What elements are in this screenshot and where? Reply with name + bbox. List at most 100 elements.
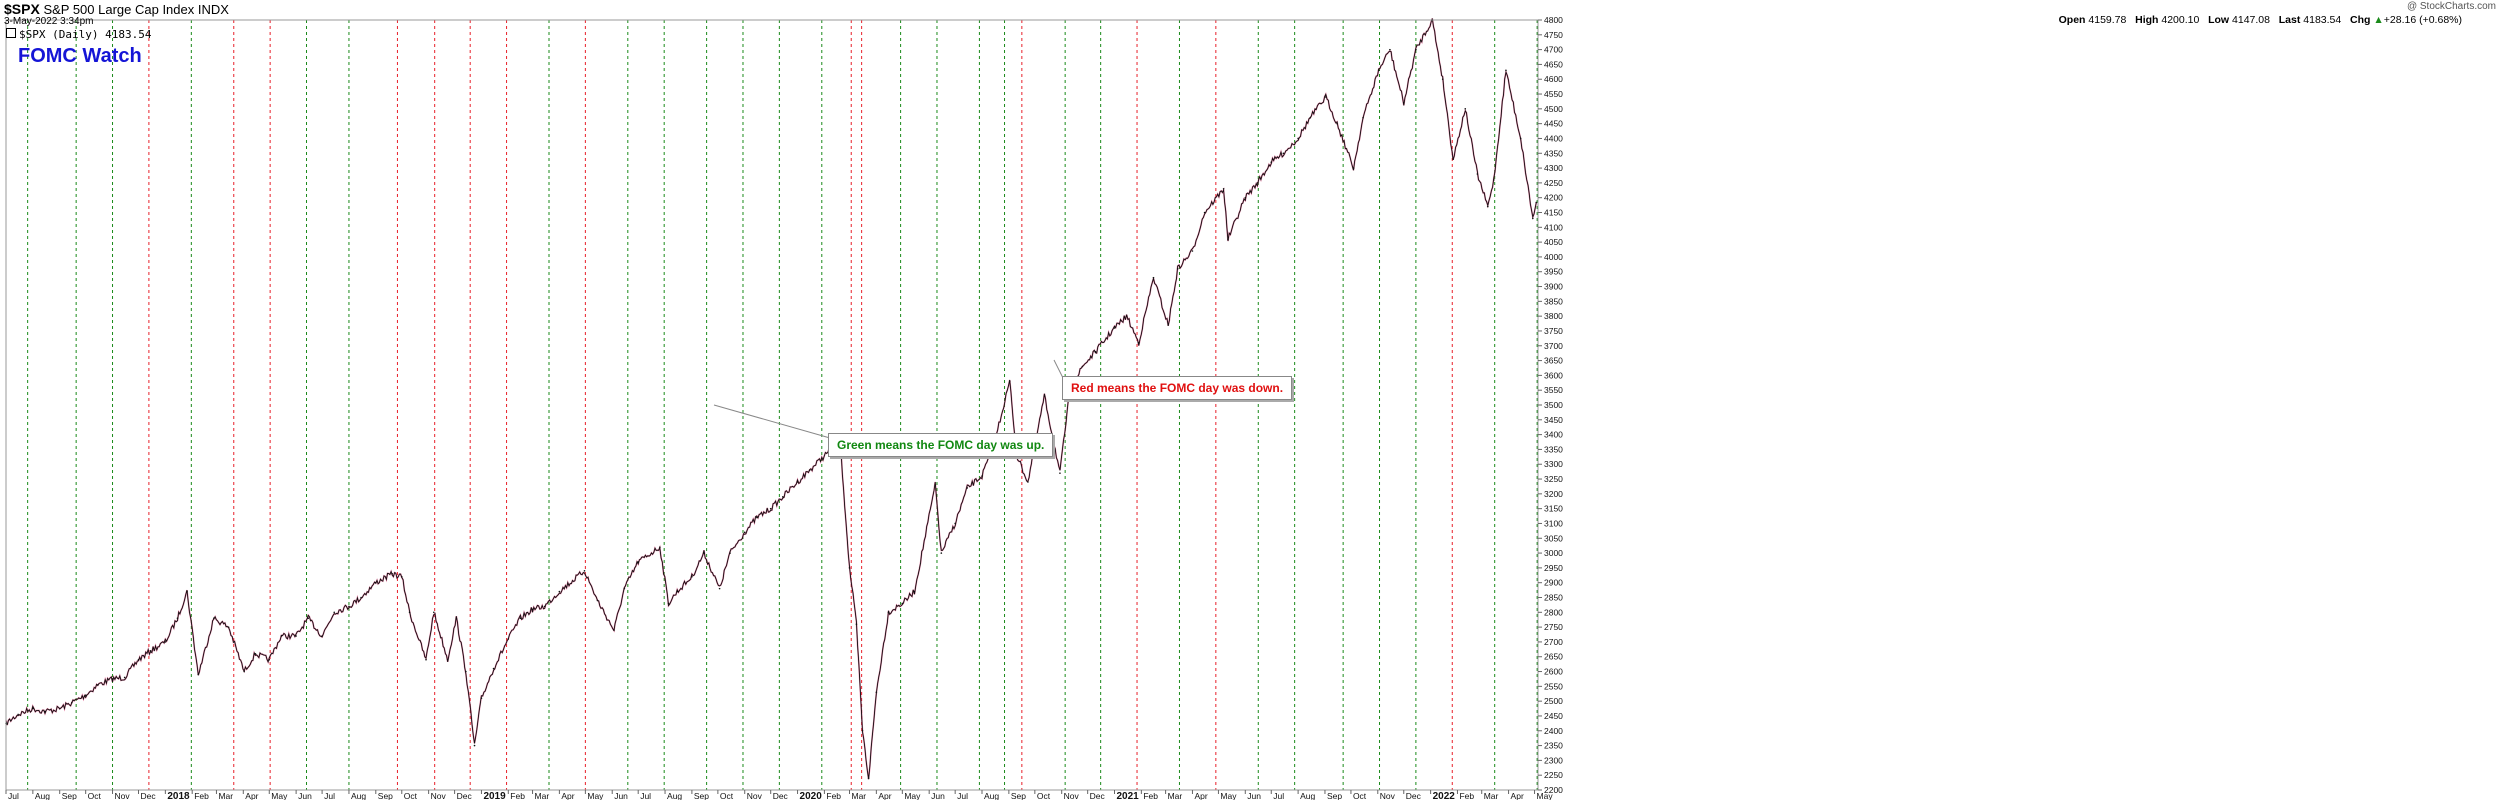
- y-tick-label: 2900: [1544, 578, 1563, 588]
- price-point: [254, 652, 257, 655]
- x-tick-label: Nov: [1064, 791, 1080, 800]
- y-tick-label: 4700: [1544, 45, 1563, 55]
- x-tick-label: Mar: [535, 791, 550, 800]
- x-tick-label: Feb: [510, 791, 525, 800]
- x-tick-label: Nov: [431, 791, 447, 800]
- price-point: [176, 617, 179, 620]
- y-tick-label: 3250: [1544, 474, 1563, 484]
- price-point: [1476, 173, 1479, 175]
- price-point: [333, 611, 336, 614]
- x-tick-label: Mar: [1168, 791, 1183, 800]
- price-point: [954, 522, 956, 525]
- y-tick-label: 4600: [1544, 74, 1563, 84]
- price-point: [718, 587, 721, 590]
- x-tick-label: Apr: [1511, 791, 1524, 800]
- x-axis: Jul Aug Sep Oct Nov Dec 2018 Feb Mar Apr May Jun Jul…: [5, 790, 1553, 800]
- price-point: [901, 602, 904, 605]
- price-point: [1532, 217, 1534, 220]
- price-point: [268, 658, 271, 661]
- price-point: [433, 611, 435, 614]
- price-point: [1008, 380, 1011, 383]
- price-point: [887, 611, 890, 614]
- x-tick-label: Aug: [351, 791, 366, 800]
- price-point: [391, 573, 394, 575]
- change-value: +28.16 (+0.68%): [2383, 14, 2462, 26]
- price-point: [1415, 48, 1417, 51]
- x-tick-label: Feb: [1143, 791, 1158, 800]
- price-point: [743, 531, 746, 534]
- y-tick-label: 4550: [1544, 89, 1563, 99]
- price-point: [348, 605, 350, 608]
- price-point: [1441, 78, 1444, 81]
- price-point: [321, 635, 323, 637]
- price-point: [455, 617, 458, 620]
- price-point: [137, 658, 140, 661]
- price-point: [934, 484, 937, 486]
- y-axis: 2200 2250 2300 2350 2400 2450 2500 2550 2600 2650…: [1538, 15, 1563, 795]
- symbol: $SPX: [4, 1, 40, 17]
- x-tick-label: Oct: [88, 791, 102, 800]
- y-tick-label: 2200: [1544, 785, 1563, 795]
- price-point: [1081, 365, 1084, 368]
- change-arrow-icon: ▲: [2373, 14, 2384, 26]
- y-tick-label: 4400: [1544, 133, 1563, 143]
- x-tick-label: Aug: [984, 791, 999, 800]
- price-point: [1402, 102, 1405, 104]
- price-point: [808, 469, 811, 471]
- y-tick-label: 4300: [1544, 163, 1563, 173]
- x-tick-label: Feb: [194, 791, 209, 800]
- x-tick-label: Sep: [694, 791, 709, 800]
- price-point: [295, 635, 297, 637]
- price-point: [637, 561, 639, 563]
- price-point: [1113, 327, 1116, 329]
- x-tick-label: Mar: [852, 791, 867, 800]
- price-point: [360, 596, 362, 599]
- symbol-header: $SPX S&P 500 Large Cap Index INDX: [4, 1, 229, 17]
- price-point: [875, 691, 878, 694]
- y-tick-label: 2850: [1544, 593, 1563, 603]
- x-tick-label: Sep: [1327, 791, 1342, 800]
- price-point: [613, 629, 615, 631]
- y-tick-label: 4050: [1544, 237, 1563, 247]
- y-tick-label: 2500: [1544, 696, 1563, 706]
- x-tick-label: Dec: [1090, 791, 1106, 800]
- y-tick-label: 3350: [1544, 444, 1563, 454]
- price-point: [531, 608, 534, 611]
- price-point: [543, 605, 546, 608]
- index-name: S&P 500 Large Cap Index: [43, 2, 195, 17]
- y-tick-label: 4500: [1544, 104, 1563, 114]
- last-value: 4183.54: [2303, 14, 2342, 26]
- y-tick-label: 2700: [1544, 637, 1563, 647]
- price-point: [1270, 161, 1273, 163]
- x-tick-label: May: [271, 791, 288, 800]
- price-point: [1227, 238, 1229, 240]
- price-point: [1125, 315, 1128, 317]
- price-point: [473, 744, 476, 747]
- x-tick-label: Jul: [324, 791, 335, 800]
- price-point: [111, 678, 114, 680]
- price-point: [96, 684, 99, 686]
- price-point: [446, 658, 449, 661]
- price-point: [1244, 196, 1247, 199]
- x-tick-label: Oct: [1037, 791, 1051, 800]
- price-point: [58, 707, 61, 710]
- x-tick-label: Aug: [1300, 791, 1315, 800]
- y-tick-label: 3400: [1544, 430, 1563, 440]
- price-point: [913, 590, 916, 593]
- legend-label: $SPX (Daily) 4183.54: [19, 28, 152, 41]
- price-point: [425, 658, 427, 661]
- x-tick-label: Nov: [1380, 791, 1396, 800]
- y-tick-label: 4200: [1544, 193, 1563, 203]
- x-tick-label: Apr: [245, 791, 258, 800]
- y-tick-label: 4450: [1544, 119, 1563, 129]
- price-point: [400, 575, 403, 578]
- price-point: [17, 713, 19, 716]
- y-tick-label: 3950: [1544, 267, 1563, 277]
- x-tick-label: May: [587, 791, 604, 800]
- plot-frame: [5, 19, 1539, 791]
- y-tick-label: 3100: [1544, 518, 1563, 528]
- x-tick-label: May: [1220, 791, 1237, 800]
- price-point: [1464, 108, 1467, 110]
- y-tick-label: 4100: [1544, 222, 1563, 232]
- y-tick-label: 2600: [1544, 667, 1563, 677]
